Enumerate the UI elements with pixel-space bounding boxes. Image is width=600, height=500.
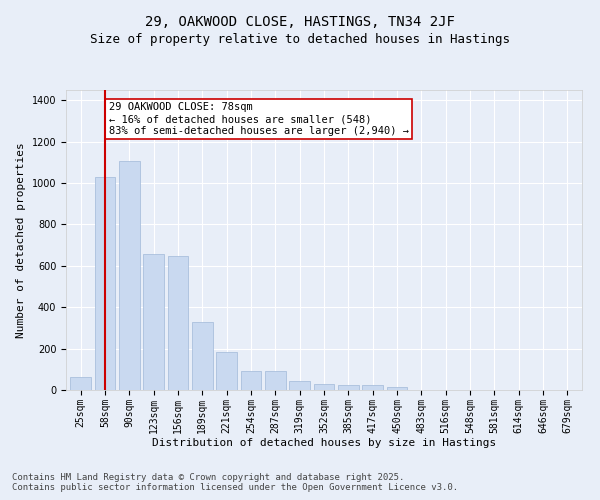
Bar	[70, 376, 91, 390]
Bar	[216, 352, 237, 390]
Y-axis label: Number of detached properties: Number of detached properties	[16, 142, 26, 338]
Text: Contains HM Land Registry data © Crown copyright and database right 2025.
Contai: Contains HM Land Registry data © Crown c…	[12, 473, 458, 492]
X-axis label: Distribution of detached houses by size in Hastings: Distribution of detached houses by size …	[152, 438, 496, 448]
Bar	[362, 385, 383, 390]
Text: Size of property relative to detached houses in Hastings: Size of property relative to detached ho…	[90, 32, 510, 46]
Bar	[119, 162, 140, 390]
Bar	[386, 387, 407, 390]
Bar	[265, 372, 286, 390]
Text: 29, OAKWOOD CLOSE, HASTINGS, TN34 2JF: 29, OAKWOOD CLOSE, HASTINGS, TN34 2JF	[145, 15, 455, 29]
Bar	[192, 322, 212, 390]
Bar	[167, 256, 188, 390]
Bar	[314, 384, 334, 390]
Bar	[143, 254, 164, 390]
Bar	[338, 385, 359, 390]
Bar	[289, 380, 310, 390]
Bar	[241, 372, 262, 390]
Text: 29 OAKWOOD CLOSE: 78sqm
← 16% of detached houses are smaller (548)
83% of semi-d: 29 OAKWOOD CLOSE: 78sqm ← 16% of detache…	[109, 102, 409, 136]
Bar	[95, 177, 115, 390]
